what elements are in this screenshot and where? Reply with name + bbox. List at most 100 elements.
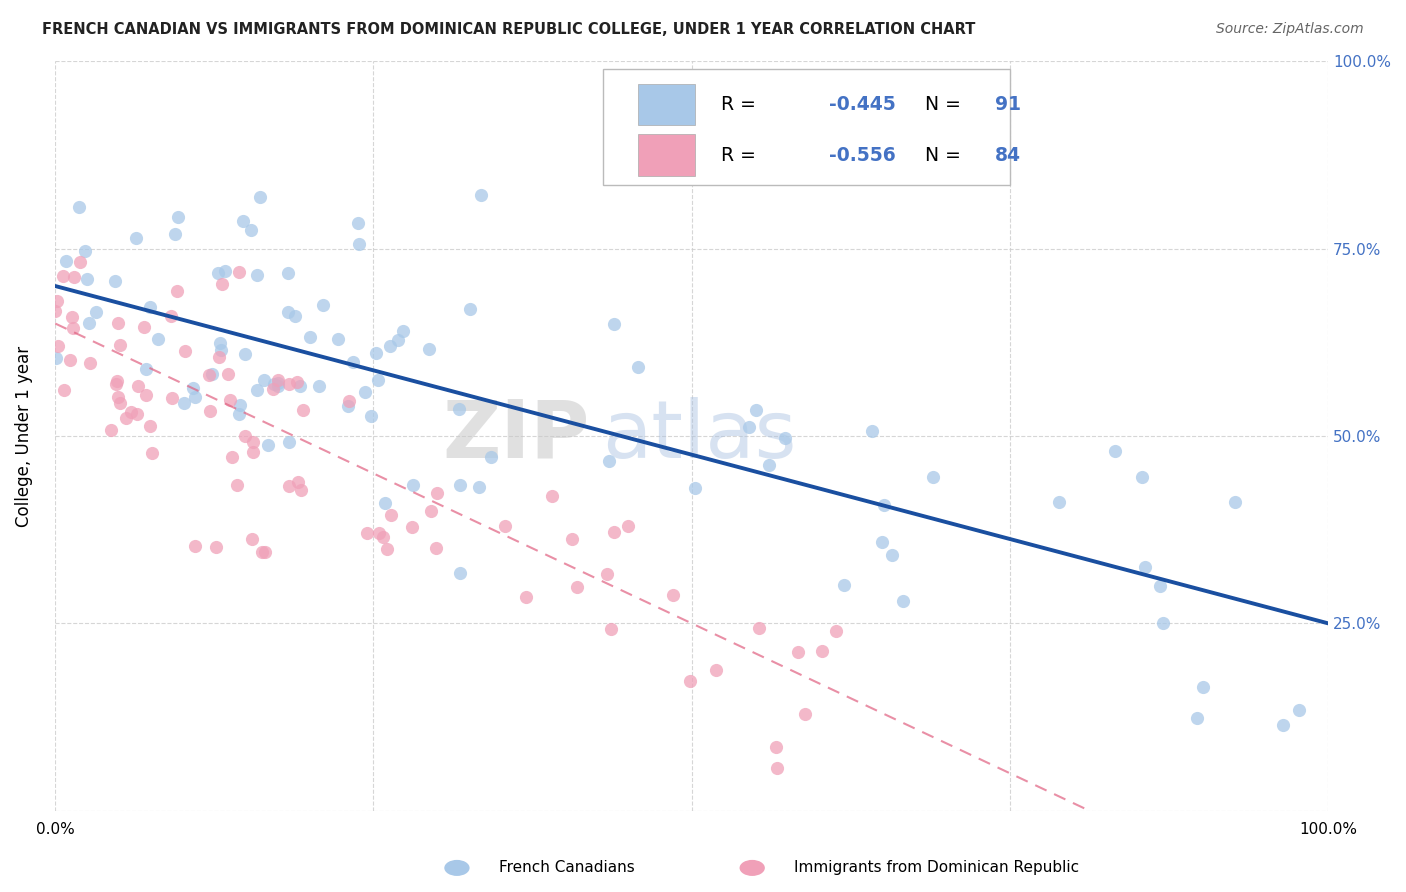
Point [825,624,848,639]
Point [240,532,263,546]
Y-axis label: College, Under 1 year: College, Under 1 year [15,345,32,526]
Point [860,424,883,438]
Point [787,645,810,659]
Point [221,450,243,465]
Point [387,333,409,347]
Point [229,398,252,412]
Point [1288,703,1310,717]
Text: R =: R = [721,95,762,114]
Point [447,401,470,416]
Point [1152,616,1174,631]
Point [1104,443,1126,458]
Point [242,434,264,449]
Point [738,419,761,434]
Point [391,324,413,338]
FancyBboxPatch shape [638,84,696,125]
Text: -0.556: -0.556 [830,145,896,164]
Point [45,351,67,365]
Point [467,479,489,493]
Point [217,367,239,381]
Point [278,478,301,492]
Point [263,376,285,391]
Point [360,409,382,423]
Point [59,353,82,368]
Point [364,346,387,360]
Point [232,214,254,228]
Point [120,404,142,418]
Point [277,434,299,449]
Point [565,580,588,594]
Point [745,403,768,417]
Point [685,482,707,496]
Point [1223,495,1246,509]
Point [146,332,169,346]
Point [239,223,262,237]
Point [124,231,146,245]
Point [354,385,377,400]
Point [449,477,471,491]
Point [173,343,195,358]
Point [337,399,360,413]
Point [470,188,492,202]
Point [76,272,98,286]
Point [326,332,349,346]
Point [254,545,277,559]
Point [107,316,129,330]
Text: Immigrants from Dominican Republic: Immigrants from Dominican Republic [794,861,1080,875]
Point [1149,579,1171,593]
Point [135,361,157,376]
Text: atlas: atlas [603,397,797,475]
Point [262,382,284,396]
Point [458,302,481,317]
Point [201,367,224,381]
Point [219,393,242,408]
Point [285,376,308,390]
Point [342,355,364,369]
Point [257,438,280,452]
Text: R =: R = [721,145,762,164]
Point [266,373,288,387]
Point [233,429,256,443]
Point [77,316,100,330]
Point [173,396,195,410]
Point [209,336,232,351]
Point [104,377,127,392]
Point [1130,470,1153,484]
Point [211,277,233,292]
Point [160,391,183,405]
Point [250,545,273,559]
Point [52,268,75,283]
Point [793,706,815,721]
Point [337,393,360,408]
Point [308,378,330,392]
Point [249,190,271,204]
Point [108,338,131,352]
Point [662,588,685,602]
Point [228,264,250,278]
Point [603,317,626,331]
Point [627,359,650,374]
Point [114,411,136,425]
Point [163,227,186,242]
Point [139,300,162,314]
Point [288,378,311,392]
Point [541,489,564,503]
FancyBboxPatch shape [638,135,696,176]
Point [299,330,322,344]
Point [125,407,148,421]
Point [1047,494,1070,508]
Point [596,566,619,581]
Point [107,390,129,404]
Point [252,373,274,387]
Text: N =: N = [925,145,966,164]
Point [347,215,370,229]
Point [479,450,502,464]
Point [214,264,236,278]
Point [127,379,149,393]
Point [63,269,86,284]
Point [748,621,770,635]
Point [367,373,389,387]
Point [207,266,229,280]
Point [420,504,443,518]
Point [73,244,96,259]
